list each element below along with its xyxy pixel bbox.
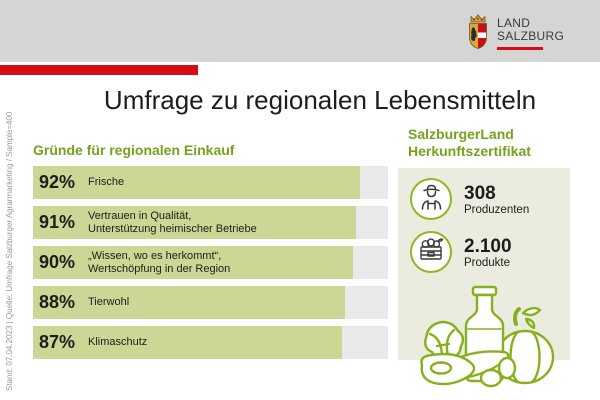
- stat-products: 2.100 Produkte: [410, 231, 570, 273]
- bar-row-wissen: 90% „Wissen, wo es herkommt“, Wertschöpf…: [33, 246, 388, 279]
- bar-value: 91%: [39, 212, 76, 232]
- bar-value: 87%: [39, 332, 76, 352]
- products-count: 2.100: [464, 235, 512, 257]
- red-accent-bar: [0, 65, 198, 75]
- bar-value: 90%: [39, 252, 76, 272]
- logo-red-underline: [497, 47, 543, 50]
- food-illustration: [412, 276, 560, 396]
- bar-fill: [33, 246, 353, 279]
- bar-row-klimaschutz: 87% Klimaschutz: [33, 326, 388, 359]
- logo-line2: SALZBURG: [497, 29, 565, 43]
- logo-text: LAND SALZBURG: [497, 14, 564, 56]
- vegetable-crate-icon: [417, 236, 445, 268]
- page-title: Umfrage zu regionalen Lebensmitteln: [103, 85, 537, 115]
- certificate-heading: SalzburgerLand Herkunftszertifikat: [408, 126, 531, 159]
- source-note: Stand: 07.04.2023 | Quelle: Umfrage Salz…: [5, 111, 14, 391]
- bar-row-frische: 92% Frische: [33, 166, 388, 199]
- bar-value: 88%: [39, 292, 76, 312]
- bar-fill: [33, 206, 357, 239]
- survey-heading: Gründe für regionalen Einkauf: [33, 142, 235, 158]
- header-band: [0, 0, 600, 62]
- producers-count: 308: [464, 182, 496, 204]
- stat-producers: 308 Produzenten: [410, 178, 570, 220]
- bar-fill: [33, 326, 342, 359]
- salzburg-crest-icon: [466, 14, 490, 56]
- bar-label: Klimaschutz: [88, 336, 148, 348]
- certificate-section: SalzburgerLand Herkunftszertifikat: [398, 126, 570, 388]
- farmer-icon: [418, 182, 445, 217]
- bar-label: Frische: [88, 176, 125, 188]
- bar-row-vertrauen: 91% Vertrauen in Qualität, Unterstützung…: [33, 206, 388, 239]
- bar-row-tierwohl: 88% Tierwohl: [33, 286, 388, 319]
- products-label: Produkte: [464, 256, 511, 269]
- logo-line1: LAND: [497, 16, 531, 30]
- bar-fill: [33, 286, 346, 319]
- land-salzburg-logo: LAND SALZBURG: [466, 14, 564, 56]
- survey-section: Gründe für regionalen Einkauf 92% Frisch…: [33, 142, 388, 366]
- bar-label: Vertrauen in Qualität, Unterstützung hei…: [88, 209, 257, 235]
- producers-label: Produzenten: [464, 203, 530, 216]
- bar-label: Tierwohl: [88, 296, 130, 308]
- bar-label: „Wissen, wo es herkommt“, Wertschöpfung …: [88, 249, 231, 275]
- bar-fill: [33, 166, 360, 199]
- bar-value: 92%: [39, 172, 76, 192]
- certificate-box: 308 Produzenten: [398, 168, 570, 388]
